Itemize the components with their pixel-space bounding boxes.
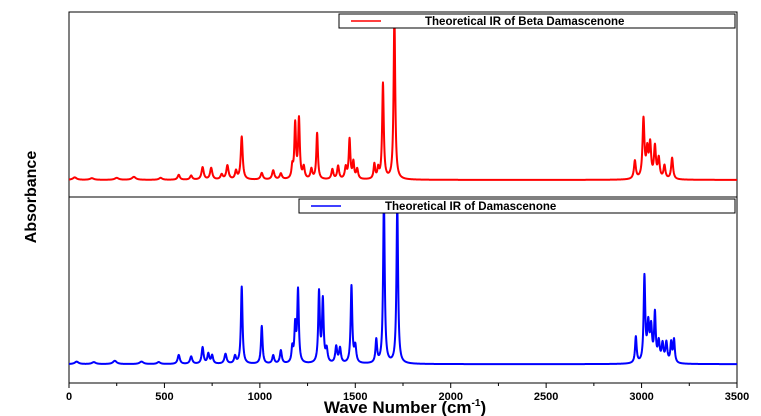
x-axis-title-main: Wave Number (cm	[324, 398, 472, 416]
x-axis-title: Wave Number (cm-1)	[324, 398, 486, 416]
y-axis-title: Absorbance	[23, 151, 40, 244]
x-tick-label: 2000	[438, 391, 462, 403]
x-axis-title-end: )	[480, 398, 486, 416]
legend-box	[338, 13, 736, 29]
legend-box	[298, 198, 736, 214]
series-line-top	[68, 14, 738, 181]
legend-label: Theoretical IR of Beta Damascenone	[425, 16, 624, 28]
legend-label: Theoretical IR of Damascenone	[385, 201, 556, 213]
x-axis: 0 500 1000 1500 2000 2500 3000 3500	[66, 383, 749, 403]
x-tick-label: 2500	[534, 391, 558, 403]
x-tick-label: 3500	[725, 391, 749, 403]
panel-bottom: Theoretical IR of Damascenone	[68, 196, 738, 384]
x-tick-label: 500	[155, 391, 173, 403]
legend-bottom: Theoretical IR of Damascenone	[298, 198, 736, 214]
panel-top: Theoretical IR of Beta Damascenone	[68, 11, 738, 198]
x-tick-label: 3000	[629, 391, 653, 403]
legend-top: Theoretical IR of Beta Damascenone	[338, 13, 736, 29]
panels-group: Theoretical IR of Beta Damascenone Theore…	[68, 11, 738, 384]
x-tick-label: 1000	[248, 391, 272, 403]
x-tick-label: 0	[66, 391, 72, 403]
series-line-bottom	[68, 199, 738, 366]
x-axis-title-superscript: -1	[472, 398, 481, 409]
x-tick-label: 1500	[343, 391, 367, 403]
